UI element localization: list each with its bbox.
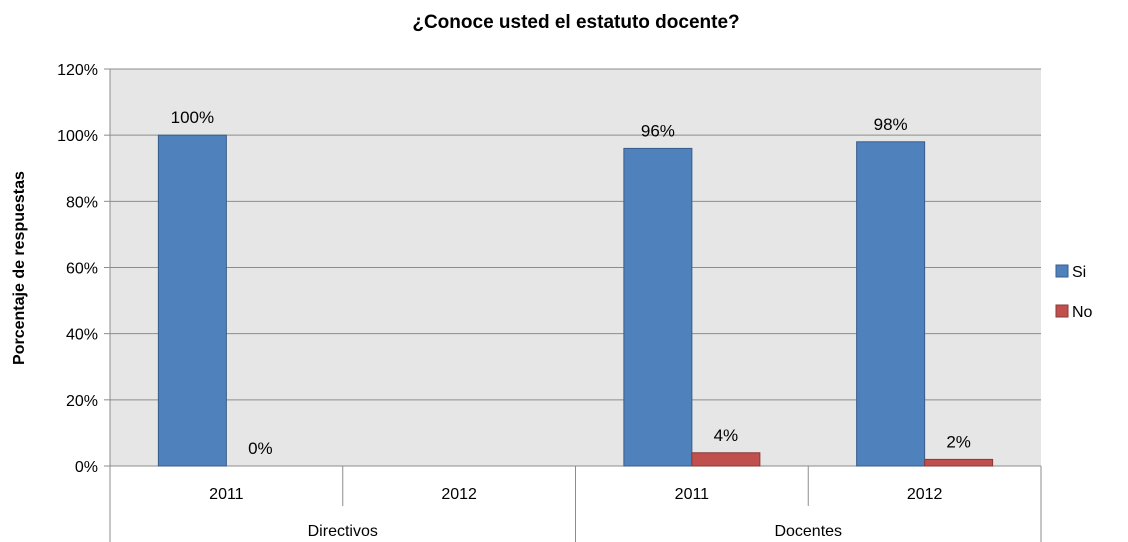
x-tick-label: 2011	[209, 486, 244, 503]
legend: Si No	[1055, 264, 1093, 321]
x-tick-label: 2012	[907, 486, 943, 503]
bar-no	[691, 452, 761, 467]
legend-label: No	[1072, 304, 1093, 321]
data-labels: 100% 96% 98% 0% 4% 2%	[171, 108, 971, 458]
data-label: 0%	[248, 439, 273, 458]
y-axis-label: Porcentaje de respuestas	[11, 171, 28, 365]
bar-si	[157, 134, 227, 467]
y-tick-label: 20%	[66, 393, 98, 410]
y-tick-label: 100%	[57, 128, 98, 145]
chart-title: ¿Conoce usted el estatuto docente?	[412, 12, 739, 33]
y-tick-label: 0%	[75, 459, 98, 476]
y-tick-label: 40%	[66, 327, 98, 344]
data-label: 96%	[641, 121, 675, 140]
x-tick-label: 2011	[675, 486, 710, 503]
legend-swatch-si	[1055, 264, 1069, 278]
data-label: 2%	[946, 432, 971, 451]
x-group-label: Directivos	[308, 523, 378, 540]
data-label: 98%	[874, 115, 908, 134]
x-tick-label: 2012	[441, 486, 477, 503]
y-tick-label: 80%	[66, 194, 98, 211]
bars	[157, 134, 994, 467]
legend-label: Si	[1072, 264, 1086, 281]
legend-swatch-no	[1055, 304, 1069, 318]
bar-si	[623, 147, 693, 467]
y-tick-label: 120%	[57, 62, 98, 79]
y-tick-label: 60%	[66, 261, 98, 278]
data-label: 4%	[714, 426, 739, 445]
x-group-label: Docentes	[774, 523, 842, 540]
bar-si	[856, 141, 926, 467]
bar-no	[924, 458, 994, 467]
data-label: 100%	[171, 108, 214, 127]
